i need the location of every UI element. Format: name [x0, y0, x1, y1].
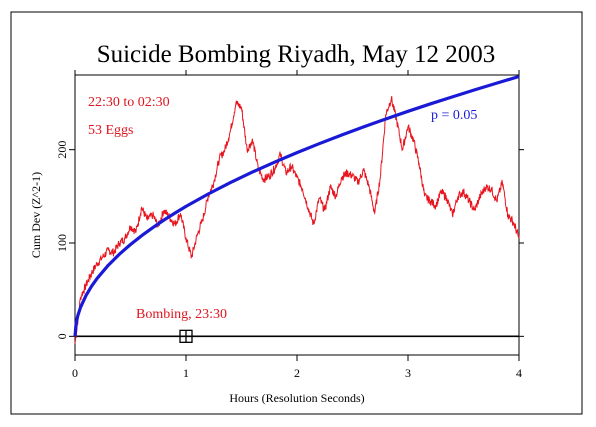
- x-tick-label: 4: [516, 366, 522, 380]
- time-range-annotation: 22:30 to 02:30: [88, 95, 170, 110]
- x-tick-label: 0: [72, 366, 78, 380]
- eggs-annotation: 53 Eggs: [88, 123, 134, 138]
- y-axis: 0 100 200: [55, 141, 524, 339]
- y-tick-label: 0: [55, 333, 69, 339]
- bombing-marker: [179, 329, 193, 343]
- x-tick-label: 1: [183, 366, 189, 380]
- outer-frame: [10, 11, 583, 415]
- x-tick-label: 2: [294, 366, 300, 380]
- series-cumdev-line: [74, 96, 520, 344]
- y-tick-label: 200: [55, 141, 69, 159]
- bombing-annotation: Bombing, 23:30: [136, 307, 227, 322]
- x-axis-label: Hours (Resolution Seconds): [229, 391, 364, 405]
- y-axis-label: Cum Dev (Z^2-1): [29, 172, 43, 258]
- legend-p-label: p = 0.05: [431, 108, 477, 123]
- series-layer: [73, 74, 520, 344]
- x-tick-label: 3: [405, 366, 411, 380]
- chart-title: Suicide Bombing Riyadh, May 12 2003: [97, 41, 496, 68]
- x-axis: 0 1 2 3 4: [72, 70, 522, 380]
- y-tick-label: 100: [55, 234, 69, 252]
- series-p05-envelope: [73, 74, 520, 337]
